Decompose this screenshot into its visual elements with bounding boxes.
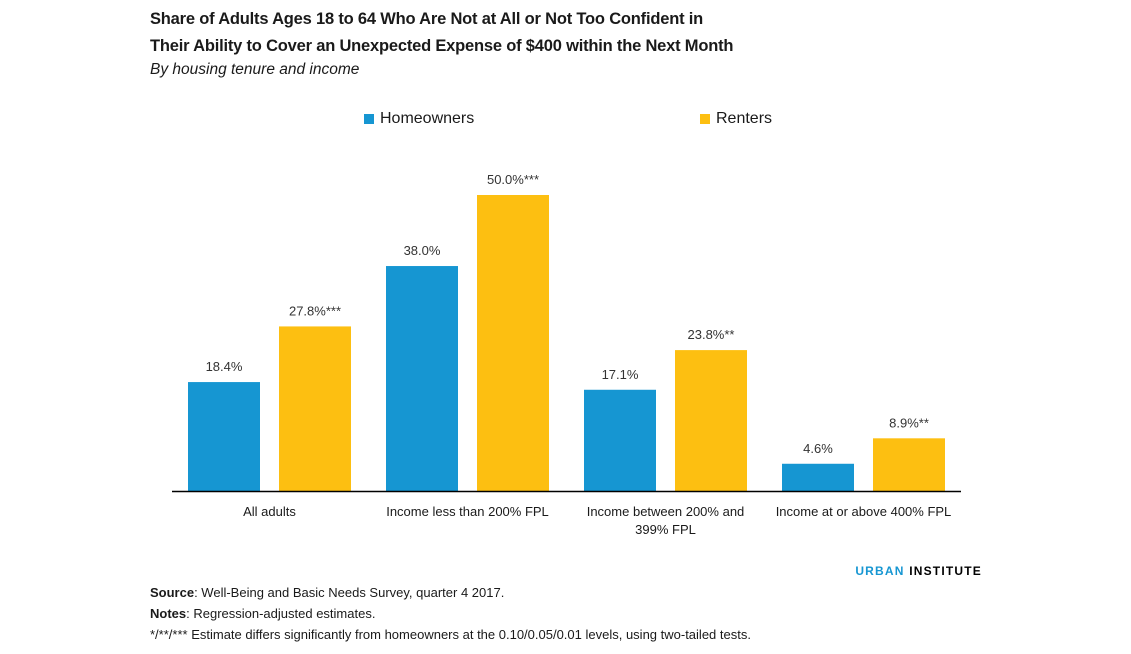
bar-homeowners-2 — [584, 389, 656, 491]
legend: Homeowners Renters — [0, 110, 1131, 132]
legend-item-homeowners: Homeowners — [364, 110, 474, 128]
notes-note: Notes: Regression-adjusted estimates. — [150, 603, 751, 624]
category-label-1: Income less than 200% FPL — [386, 504, 549, 519]
legend-label-renters: Renters — [716, 110, 773, 127]
data-label-homeowners-0: 18.4% — [206, 359, 243, 374]
chart-subtitle: By housing tenure and income — [150, 61, 360, 78]
logo-word-urban: URBAN — [855, 564, 910, 578]
data-label-homeowners-1: 38.0% — [404, 243, 441, 258]
category-label-3: Income at or above 400% FPL — [776, 504, 952, 519]
bar-renters-3 — [873, 438, 945, 491]
source-text: : Well-Being and Basic Needs Survey, qua… — [194, 585, 505, 600]
significance-note: */**/*** Estimate differs significantly … — [150, 627, 751, 642]
data-label-renters-3: 8.9%** — [889, 415, 929, 430]
source-label: Source — [150, 585, 195, 600]
bar-homeowners-1 — [386, 266, 458, 491]
data-label-homeowners-2: 17.1% — [602, 367, 639, 382]
legend-swatch-homeowners — [364, 114, 374, 124]
footnotes: Source: Well-Being and Basic Needs Surve… — [150, 582, 751, 645]
legend-label-homeowners: Homeowners — [380, 110, 475, 127]
logo-word-institute: INSTITUTE — [909, 564, 982, 578]
chart-title-line-1: Share of Adults Ages 18 to 64 Who Are No… — [150, 10, 704, 28]
notes-label: Notes — [150, 606, 187, 621]
bar-renters-1 — [477, 195, 549, 491]
chart-title-line-2: Their Ability to Cover an Unexpected Exp… — [150, 37, 734, 55]
bar-renters-0 — [279, 326, 351, 491]
chart-title: Share of Adults Ages 18 to 64 Who Are No… — [150, 6, 1050, 60]
data-label-renters-0: 27.8%*** — [289, 303, 341, 318]
notes-text: : Regression-adjusted estimates. — [186, 606, 376, 621]
category-label-0: All adults — [243, 504, 296, 519]
bar-homeowners-0 — [188, 382, 260, 491]
source-note: Source: Well-Being and Basic Needs Surve… — [150, 582, 751, 603]
data-label-renters-1: 50.0%*** — [487, 172, 539, 187]
category-label-2: Income between 200% and 399% FPL — [587, 504, 745, 537]
urban-institute-logo: URBAN INSTITUTE — [855, 564, 982, 578]
data-label-homeowners-3: 4.6% — [803, 441, 833, 456]
bar-homeowners-3 — [782, 463, 854, 491]
data-label-renters-2: 23.8%** — [688, 327, 735, 342]
bar-chart: 18.4% 27.8%*** All adults 38.0% 50.0%*** Inco… — [172, 172, 961, 537]
legend-swatch-renters — [700, 114, 710, 124]
bar-renters-2 — [675, 350, 747, 491]
legend-item-renters: Renters — [700, 110, 772, 128]
